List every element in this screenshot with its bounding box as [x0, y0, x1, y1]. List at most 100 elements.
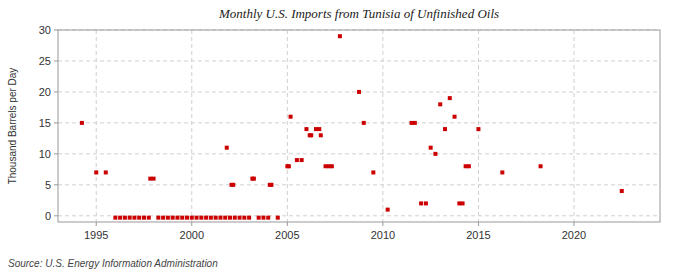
point — [152, 177, 156, 181]
point — [319, 133, 323, 137]
point — [80, 121, 84, 125]
x-tick-label: 2000 — [180, 229, 204, 241]
chart: 051015202530199520002005201020152020Thou… — [0, 0, 675, 275]
x-tick-label: 2005 — [275, 229, 299, 241]
x-tick-label: 2010 — [371, 229, 395, 241]
point — [118, 216, 122, 220]
x-grid-line — [191, 30, 192, 222]
point — [247, 216, 251, 220]
point — [128, 216, 132, 220]
point — [94, 170, 98, 174]
point — [276, 216, 280, 220]
x-grid-line — [96, 30, 97, 222]
point — [357, 90, 361, 94]
point — [180, 216, 184, 220]
axes: 051015202530199520002005201020152020 — [39, 24, 586, 241]
title: Monthly U.S. Imports from Tunisia of Unf… — [218, 6, 499, 21]
point — [225, 146, 229, 150]
point — [214, 216, 218, 220]
x-tick — [574, 222, 575, 226]
point — [218, 216, 222, 220]
point — [429, 146, 433, 150]
y-tick — [54, 30, 58, 31]
point — [238, 216, 242, 220]
point — [209, 216, 213, 220]
x-tick-label: 1995 — [84, 229, 108, 241]
x-grid-line — [287, 30, 288, 222]
point — [242, 216, 246, 220]
point — [257, 216, 261, 220]
point — [166, 216, 170, 220]
point — [500, 170, 504, 174]
plot-frame — [58, 30, 660, 222]
y-tick-label: 0 — [45, 210, 51, 222]
x-tick — [191, 222, 192, 226]
point — [171, 216, 175, 220]
point — [123, 216, 127, 220]
y-tick-label: 25 — [39, 55, 51, 67]
y-tick-label: 15 — [39, 117, 51, 129]
x-tick — [478, 222, 479, 226]
y-tick-label: 10 — [39, 148, 51, 160]
point — [453, 115, 457, 119]
x-tick-label: 2020 — [562, 229, 586, 241]
point — [161, 216, 165, 220]
y-tick — [54, 60, 58, 61]
point — [104, 170, 108, 174]
point — [419, 201, 423, 205]
point — [304, 127, 308, 131]
point — [289, 115, 293, 119]
point — [433, 152, 437, 156]
point — [330, 164, 334, 168]
x-grid-line — [382, 30, 383, 222]
point — [142, 216, 146, 220]
y-grid-line — [58, 184, 660, 185]
point — [362, 121, 366, 125]
point — [467, 164, 471, 168]
y-grid-line — [58, 60, 660, 61]
x-grid-line — [574, 30, 575, 222]
point — [424, 201, 428, 205]
markers — [80, 34, 624, 219]
grid — [58, 30, 660, 222]
y-tick — [54, 184, 58, 185]
y-tick — [54, 153, 58, 154]
point — [185, 216, 189, 220]
point — [269, 183, 273, 187]
point — [386, 208, 390, 212]
point — [317, 127, 321, 131]
point — [266, 216, 270, 220]
point — [233, 216, 237, 220]
y-tick — [54, 91, 58, 92]
y-tick-label: 20 — [39, 86, 51, 98]
source-note: Source: U.S. Energy Information Administ… — [8, 258, 218, 269]
point — [223, 216, 227, 220]
point — [132, 216, 136, 220]
point — [438, 102, 442, 106]
point — [448, 96, 452, 100]
y-tick — [54, 122, 58, 123]
x-grid-line — [478, 30, 479, 222]
y-tick-label: 30 — [39, 24, 51, 36]
point — [199, 216, 203, 220]
y-grid-line — [58, 153, 660, 154]
x-tick-label: 2015 — [466, 229, 490, 241]
point — [539, 164, 543, 168]
point — [137, 216, 141, 220]
y-axis-label: Thousand Barrels per Day — [7, 68, 18, 185]
point — [147, 216, 151, 220]
point — [261, 216, 265, 220]
point — [443, 127, 447, 131]
point — [461, 201, 465, 205]
y-tick — [54, 215, 58, 216]
x-tick — [382, 222, 383, 226]
point — [190, 216, 194, 220]
point — [295, 158, 299, 162]
x-tick — [287, 222, 288, 226]
point — [175, 216, 179, 220]
point — [476, 127, 480, 131]
point — [620, 189, 624, 193]
y-grid-line — [58, 122, 660, 123]
point — [195, 216, 199, 220]
point — [231, 183, 235, 187]
